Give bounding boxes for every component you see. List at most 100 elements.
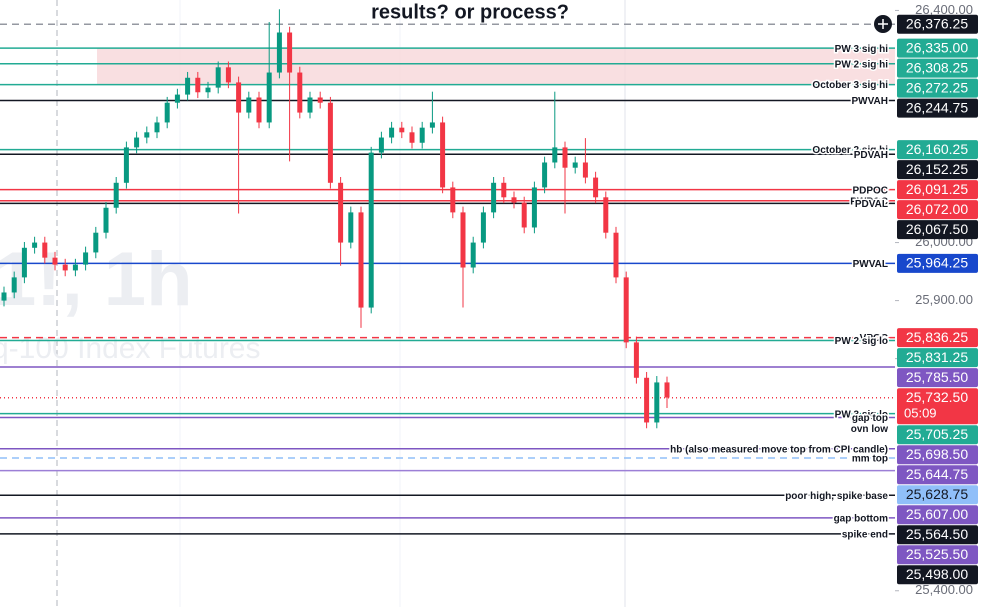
candle-body [11,277,17,293]
candle-body [317,97,323,103]
price-tag [897,253,978,273]
candle-body [113,182,119,208]
price-tag [897,505,978,525]
price-tag-label: 26,152.25 [906,161,968,177]
level-label: PW 2 sig lo [835,336,888,347]
candle-body [429,122,435,128]
price-tag [897,328,978,348]
candle-body [368,152,374,308]
level-label: PWVAL [853,259,888,270]
candle-body [32,242,38,248]
level-label: PW 3 sig hi [835,44,889,55]
level-label: hb (also measured move top from CPI cand… [670,444,888,455]
candle-body [603,197,609,233]
candle-body [195,77,201,93]
price-tag-label: 26,072.00 [906,201,968,217]
level-label: gap top [852,413,888,424]
price-tag-label: 25,564.50 [906,526,968,542]
price-tag [897,425,978,445]
price-tag [897,348,978,368]
price-tag [897,565,978,585]
candle-body [307,97,313,113]
level-label: ovn low [851,424,888,435]
price-tag [897,78,978,98]
level-label: October 3 sig hi [812,80,888,91]
countdown: 05:09 [904,406,937,421]
candle-body [582,162,588,178]
price-tag-label: 25,964.25 [906,255,968,271]
price-tag [897,368,978,388]
level-label: PDPOC [852,185,888,196]
candle-body [103,207,109,233]
price-tag [897,445,978,465]
price-tag-label: 25,836.25 [906,329,968,345]
price-tag-label: 25,831.25 [906,349,968,365]
candle-body [256,97,262,123]
price-tag-label: 26,376.25 [906,15,968,31]
candle-body [246,97,252,113]
price-tag [897,388,978,425]
price-tag [897,58,978,78]
price-tag-label: 26,335.00 [906,39,968,55]
candle-body [42,242,48,258]
price-tag [897,140,978,160]
candle-body [297,72,303,113]
candle-body [72,264,78,271]
candle-body [511,197,517,203]
chart-title: results? or process? [371,1,569,23]
candle-body [664,382,670,398]
candle-body [644,377,650,423]
level-label: PWVAH [852,96,888,107]
candle-body [215,67,221,88]
candle-body [480,212,486,243]
candle-body [123,147,129,183]
candle-body [287,32,293,73]
price-tag-label: 25,607.00 [906,506,968,522]
candle-body [348,212,354,243]
price-tag [897,525,978,545]
price-tag-label: 25,705.25 [906,426,968,442]
price-tag [897,485,978,505]
candle-body [572,162,578,168]
level-label: October 2 sig hi [812,145,888,156]
candle-body [450,187,456,213]
add-button[interactable] [874,15,892,33]
price-tag-label: 26,272.25 [906,79,968,95]
level-label: VPOC [860,333,888,344]
y-tick-label: 26,400.00 [915,2,973,17]
candle-body [378,137,384,153]
candle-body [623,277,629,343]
candle-body [164,102,170,123]
candle-body [409,132,415,143]
price-tag-label: 25,698.50 [906,446,968,462]
price-tag [897,160,978,180]
price-tag [897,200,978,220]
level-label: mm top [852,454,888,465]
level-label: PDVAH [854,150,888,161]
price-tag [897,180,978,200]
candle-body [521,202,527,228]
level-label: PWPOC [850,196,888,207]
candle-body [21,247,27,278]
candle-body [358,212,364,308]
price-tag-label: 25,644.75 [906,466,968,482]
candle-body [134,137,140,148]
price-tag [897,98,978,118]
candle-body [338,182,344,243]
candle-body [440,122,446,188]
candle-body [470,242,476,268]
candle-body [266,72,272,123]
price-tag-label: 26,091.25 [906,181,968,197]
candle-body [552,147,558,163]
price-tag [897,14,978,34]
price-tag [897,38,978,58]
level-label: spike end [842,530,888,541]
candle-body [389,127,395,138]
price-tag-label: 26,160.25 [906,141,968,157]
candle-body [174,94,180,103]
price-tag-label: 26,244.75 [906,99,968,115]
candle-body [276,32,282,73]
candle-body [562,147,568,168]
candle-body [419,127,425,143]
